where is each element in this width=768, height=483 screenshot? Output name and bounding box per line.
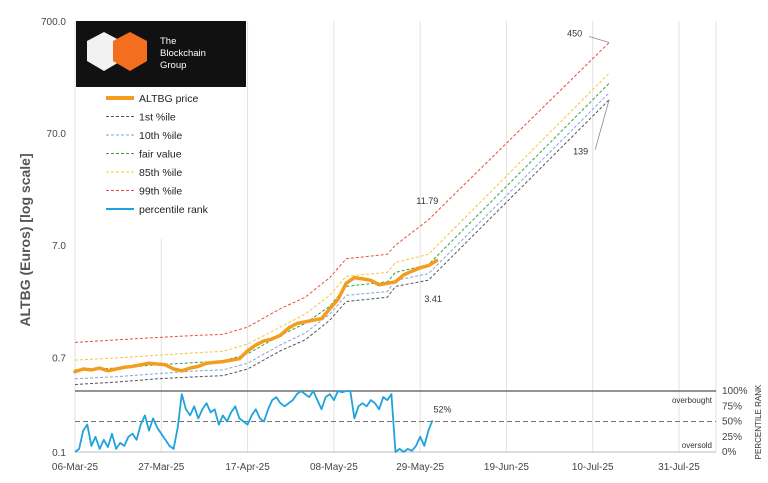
right-tick-label: 50% <box>722 417 742 428</box>
company-logo: The Blockchain Group <box>76 21 246 87</box>
logo-hexagon-white <box>87 32 121 71</box>
annotation-label: 139 <box>573 147 588 157</box>
series-99th-ile <box>74 42 610 343</box>
x-tick-label: 10-Jul-25 <box>572 462 614 473</box>
legend-background <box>76 87 246 239</box>
x-tick-label: 29-May-25 <box>396 462 444 473</box>
percentile-rank-panel: overbought oversold <box>75 390 716 450</box>
tick-labels: 06-Mar-25 27-Mar-25 17-Apr-25 08-May-25 29-M… <box>41 17 748 473</box>
series-percentile-rank <box>74 390 434 453</box>
x-tick-label: 06-Mar-25 <box>52 462 99 473</box>
right-tick-label: 100% <box>722 386 748 397</box>
legend-label: ALTBG price <box>139 93 198 105</box>
x-tick-label: 08-May-25 <box>310 462 358 473</box>
right-tick-label: 75% <box>722 401 742 412</box>
logo-text-line2: Blockchain <box>160 48 206 59</box>
legend-label: 99th %ile <box>139 186 182 198</box>
legend-label: fair value <box>139 149 182 161</box>
series-lines <box>73 42 610 453</box>
legend-label: 1st %ile <box>139 112 176 124</box>
annotation-label: 52% <box>433 404 451 414</box>
logo-text-line1: The <box>160 36 176 47</box>
y-axis-label: ALTBG (Euros) [log scale] <box>17 153 33 326</box>
legend-label: 85th %ile <box>139 167 182 179</box>
logo-text-line3: Group <box>160 60 186 71</box>
right-tick-label: 25% <box>722 432 742 443</box>
oversold-label: oversold <box>682 441 712 450</box>
legend: ALTBG price 1st %ile 10th %ile fair value 85… <box>76 87 246 239</box>
x-tick-label: 19-Jun-25 <box>484 462 529 473</box>
annotation-leader <box>594 99 610 150</box>
logo-hexagon-orange <box>113 32 147 71</box>
y-tick-label: 0.7 <box>52 353 66 364</box>
right-tick-label: 0% <box>722 447 737 458</box>
series-fair-value <box>74 82 610 371</box>
y-tick-label: 70.0 <box>47 129 67 140</box>
overbought-label: overbought <box>672 396 713 405</box>
legend-label: percentile rank <box>139 204 209 216</box>
x-tick-label: 27-Mar-25 <box>138 462 185 473</box>
annotations: 11.79 3.41 450 139 52% <box>416 29 610 414</box>
annotation-label: 3.41 <box>424 294 442 304</box>
y-tick-label: 7.0 <box>52 241 66 252</box>
series-85th-ile <box>74 72 610 361</box>
x-tick-label: 31-Jul-25 <box>658 462 700 473</box>
y-tick-label: 700.0 <box>41 17 66 28</box>
y-tick-label: 0.1 <box>52 448 66 459</box>
annotation-label: 450 <box>567 29 582 39</box>
annotation-leader <box>589 36 610 43</box>
annotation-label: 11.79 <box>416 196 438 206</box>
right-axis-label: PERCENTILE RANK <box>754 384 763 459</box>
legend-label: 10th %ile <box>139 130 182 142</box>
series-1st-ile <box>74 99 610 385</box>
series-altbg-price <box>73 258 439 374</box>
x-tick-label: 17-Apr-25 <box>225 462 270 473</box>
